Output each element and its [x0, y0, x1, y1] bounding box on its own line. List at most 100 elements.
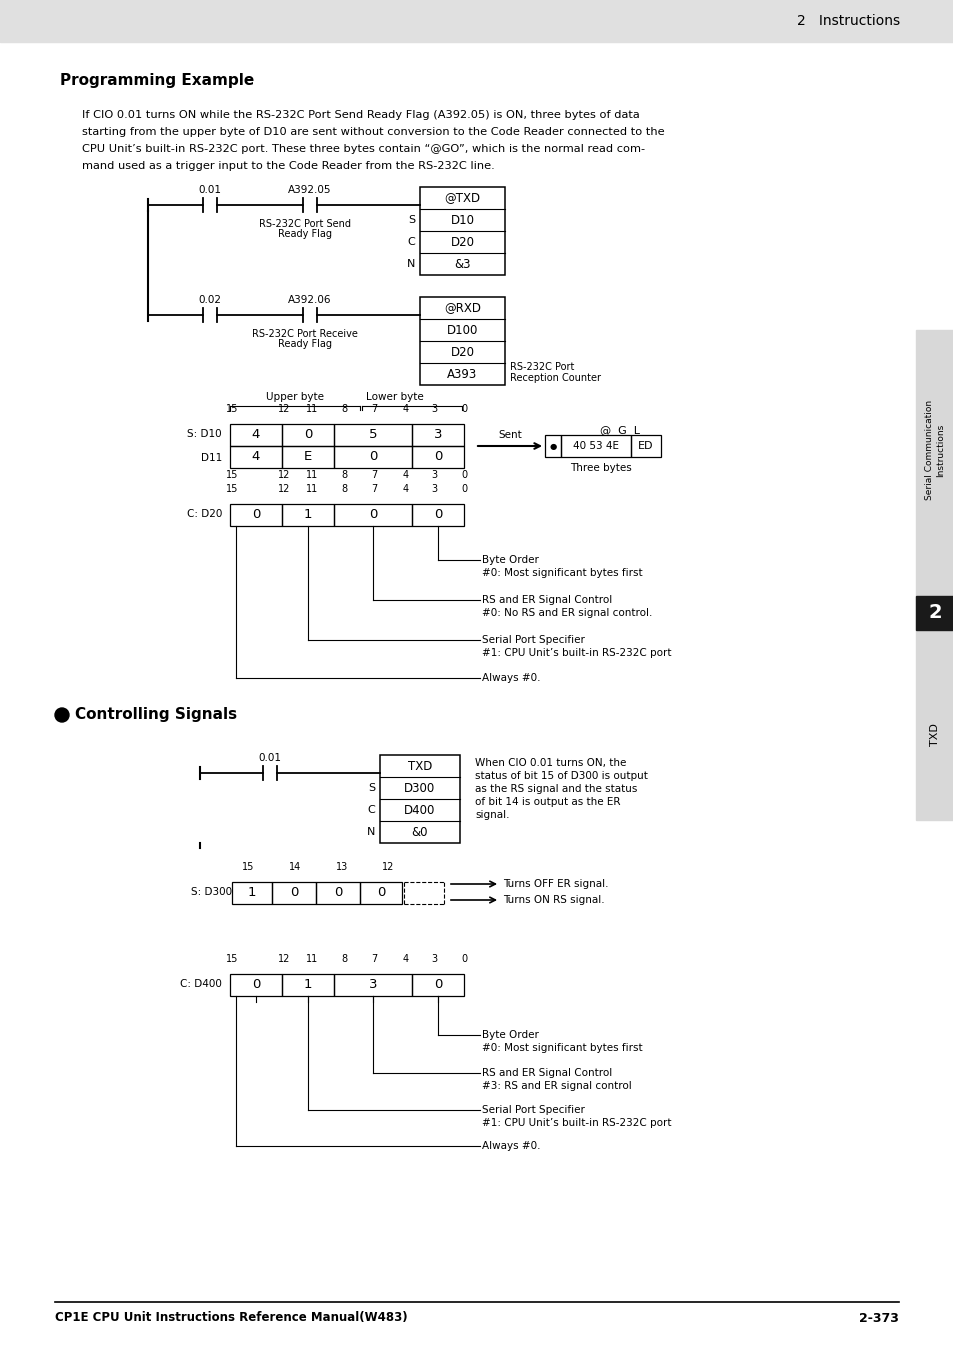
Text: S: D10: S: D10: [187, 429, 222, 439]
Text: C: D400: C: D400: [180, 979, 222, 990]
Text: 8: 8: [340, 404, 347, 414]
Text: #3: RS and ER signal control: #3: RS and ER signal control: [481, 1081, 631, 1091]
Bar: [334, 446, 412, 468]
Text: RS-232C Port Receive: RS-232C Port Receive: [252, 329, 357, 339]
Text: N: N: [366, 828, 375, 837]
Text: A393: A393: [447, 367, 477, 381]
Text: 8: 8: [340, 954, 347, 964]
Bar: [230, 973, 282, 996]
Text: 0.01: 0.01: [258, 753, 281, 763]
Bar: [419, 297, 504, 385]
Text: 3: 3: [431, 954, 436, 964]
Text: D400: D400: [404, 803, 436, 817]
Text: Ready Flag: Ready Flag: [277, 339, 332, 350]
Text: 40 53 4E: 40 53 4E: [573, 441, 618, 451]
Text: 0: 0: [369, 451, 376, 463]
Text: 7: 7: [371, 954, 376, 964]
Text: starting from the upper byte of D10 are sent without conversion to the Code Read: starting from the upper byte of D10 are …: [82, 127, 664, 136]
Text: signal.: signal.: [475, 810, 509, 819]
Text: 3: 3: [431, 470, 436, 481]
Text: 7: 7: [371, 470, 376, 481]
Text: Turns OFF ER signal.: Turns OFF ER signal.: [502, 879, 608, 890]
Text: CP1E CPU Unit Instructions Reference Manual(W483): CP1E CPU Unit Instructions Reference Man…: [55, 1311, 407, 1324]
Text: 2: 2: [927, 603, 941, 622]
Text: 8: 8: [340, 470, 347, 481]
Text: 1: 1: [303, 509, 312, 521]
Text: @TXD: @TXD: [444, 192, 480, 204]
Bar: [412, 504, 463, 526]
Text: 4: 4: [402, 954, 409, 964]
Text: 0: 0: [460, 470, 467, 481]
Text: 13: 13: [335, 863, 348, 872]
Text: 4: 4: [252, 451, 260, 463]
Text: C: D20: C: D20: [187, 509, 222, 518]
Bar: [282, 973, 334, 996]
Text: Byte Order: Byte Order: [481, 555, 538, 566]
Text: 4: 4: [402, 404, 409, 414]
Text: 2   Instructions: 2 Instructions: [796, 14, 899, 28]
Text: &0: &0: [412, 825, 428, 838]
Text: 0: 0: [460, 404, 467, 414]
Bar: [230, 446, 282, 468]
Text: TXD: TXD: [407, 760, 432, 772]
Text: &3: &3: [454, 258, 470, 270]
Text: 12: 12: [277, 954, 290, 964]
Text: CPU Unit’s built-in RS-232C port. These three bytes contain “@GO”, which is the : CPU Unit’s built-in RS-232C port. These …: [82, 144, 644, 154]
Text: Serial Communication
Instructions: Serial Communication Instructions: [923, 400, 944, 500]
Text: 0: 0: [434, 451, 442, 463]
Text: 14: 14: [289, 863, 301, 872]
Text: of bit 14 is output as the ER: of bit 14 is output as the ER: [475, 796, 619, 807]
Bar: [412, 973, 463, 996]
Text: #0: Most significant bytes first: #0: Most significant bytes first: [481, 568, 642, 578]
Text: 0: 0: [460, 954, 467, 964]
Text: 15: 15: [226, 404, 238, 414]
Text: N: N: [406, 259, 415, 269]
Text: #1: CPU Unit’s built-in RS-232C port: #1: CPU Unit’s built-in RS-232C port: [481, 648, 671, 657]
Text: ●: ●: [549, 441, 556, 451]
Bar: [379, 755, 459, 842]
Text: 5: 5: [369, 428, 376, 441]
Bar: [334, 424, 412, 446]
Text: 0: 0: [376, 887, 385, 899]
Bar: [359, 882, 401, 905]
Text: D20: D20: [450, 235, 474, 248]
Text: RS-232C Port Send: RS-232C Port Send: [258, 219, 351, 230]
Text: S: S: [368, 783, 375, 792]
Text: Controlling Signals: Controlling Signals: [75, 707, 237, 722]
Bar: [915, 595, 953, 630]
Text: Byte Order: Byte Order: [481, 1030, 538, 1040]
Bar: [232, 882, 272, 905]
Bar: [0, 0, 953, 42]
Text: RS and ER Signal Control: RS and ER Signal Control: [481, 595, 612, 605]
Text: Serial Port Specifier: Serial Port Specifier: [481, 1106, 584, 1115]
Text: 3: 3: [431, 485, 436, 494]
Text: D300: D300: [404, 782, 436, 795]
Text: D10: D10: [450, 213, 474, 227]
Bar: [315, 882, 359, 905]
Bar: [282, 424, 334, 446]
Text: E: E: [304, 451, 312, 463]
Bar: [412, 424, 463, 446]
Circle shape: [55, 707, 69, 722]
Text: 15: 15: [226, 954, 238, 964]
Text: Always #0.: Always #0.: [481, 674, 540, 683]
Text: 1: 1: [303, 979, 312, 991]
Bar: [630, 435, 660, 458]
Text: ED: ED: [638, 441, 653, 451]
Text: S: D300: S: D300: [191, 887, 232, 896]
Text: Reception Counter: Reception Counter: [510, 373, 600, 383]
Text: 0: 0: [434, 509, 442, 521]
Text: 4: 4: [402, 485, 409, 494]
Text: #1: CPU Unit’s built-in RS-232C port: #1: CPU Unit’s built-in RS-232C port: [481, 1118, 671, 1129]
Text: Three bytes: Three bytes: [570, 463, 631, 472]
Text: D11: D11: [200, 454, 222, 463]
Text: 12: 12: [381, 863, 394, 872]
Text: If CIO 0.01 turns ON while the RS-232C Port Send Ready Flag (A392.05) is ON, thr: If CIO 0.01 turns ON while the RS-232C P…: [82, 109, 639, 120]
Bar: [230, 424, 282, 446]
Bar: [544, 435, 560, 458]
Text: C: C: [407, 238, 415, 247]
Text: 15: 15: [241, 863, 253, 872]
Text: mand used as a trigger input to the Code Reader from the RS-232C line.: mand used as a trigger input to the Code…: [82, 161, 495, 171]
Text: Ready Flag: Ready Flag: [277, 230, 332, 239]
Text: 7: 7: [371, 404, 376, 414]
